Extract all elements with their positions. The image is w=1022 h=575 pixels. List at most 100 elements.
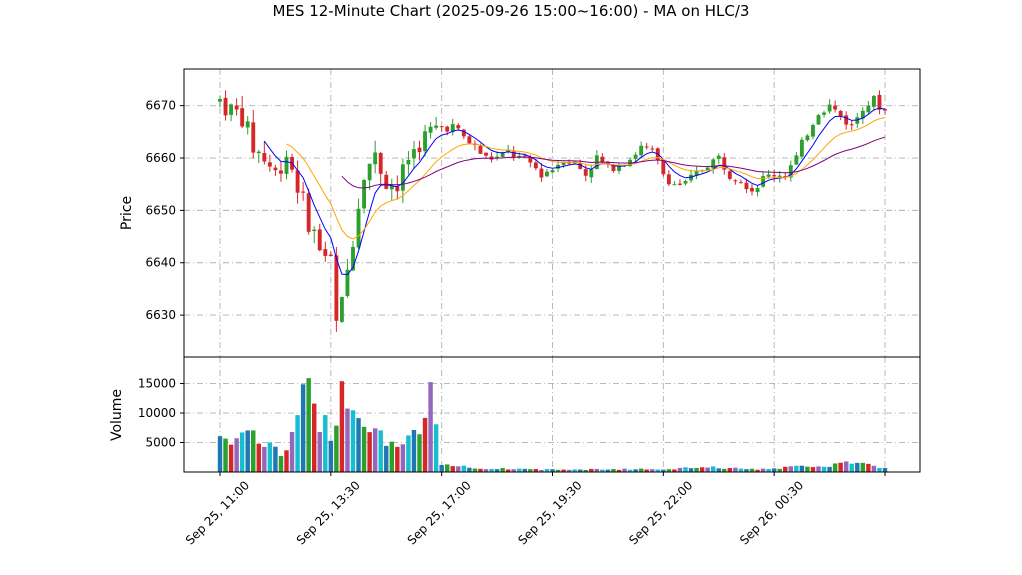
candle-body — [251, 122, 256, 153]
volume-bar — [832, 463, 838, 472]
candle-body — [295, 170, 300, 193]
volume-bar — [295, 415, 300, 472]
price-y-axis: 6630 6640 6650 6660 6670 — [145, 99, 184, 322]
candle-body — [772, 175, 777, 177]
volume-bar — [378, 430, 383, 472]
candle-body — [378, 152, 383, 174]
candle-body — [367, 163, 372, 181]
volume-grid — [184, 357, 920, 472]
volume-bar — [450, 466, 455, 472]
volume-y-axis: 5000 10000 15000 — [138, 377, 184, 450]
candle-body — [461, 129, 466, 137]
candle-body — [522, 155, 527, 157]
candle-body — [434, 125, 439, 128]
volume-bar — [239, 432, 245, 472]
candle-body — [417, 147, 422, 153]
candle-body — [750, 187, 754, 192]
candle-body — [556, 164, 560, 169]
volume-bar — [677, 467, 683, 472]
volume-bar — [561, 469, 566, 472]
candlesticks — [218, 90, 887, 332]
candle-body — [545, 171, 549, 177]
candle-body — [256, 151, 261, 154]
candle-body — [567, 162, 572, 164]
volume-bars — [217, 378, 888, 472]
volume-bar — [650, 469, 655, 472]
candle-body — [871, 96, 876, 107]
volume-bar — [522, 468, 528, 472]
price-axis-label: Price — [119, 196, 135, 230]
volume-bar — [733, 467, 738, 472]
volume-bar — [633, 469, 638, 472]
volume-bar — [644, 469, 649, 472]
volume-bar — [550, 469, 555, 472]
volume-bar — [217, 436, 223, 472]
candle-body — [351, 246, 355, 271]
volume-bar — [223, 438, 228, 472]
x-tick-label: Sep 25, 19:30 — [515, 478, 584, 547]
volume-bar — [417, 434, 422, 472]
volume-bar — [627, 469, 633, 472]
candle-body — [794, 155, 799, 165]
volume-bar — [456, 466, 461, 472]
price-grid — [184, 69, 920, 357]
volume-bar — [755, 469, 760, 472]
volume-bar — [688, 468, 694, 472]
candle-body — [683, 181, 688, 184]
volume-bar — [622, 468, 627, 472]
volume-bar — [539, 469, 544, 472]
volume-bar — [267, 442, 273, 472]
volume-bar — [694, 467, 699, 472]
candle-body — [561, 162, 566, 165]
candle-body — [395, 186, 400, 192]
volume-bar — [428, 382, 433, 472]
volume-bar — [871, 465, 877, 472]
candle-body — [234, 105, 239, 110]
candle-body — [423, 131, 427, 152]
candle-body — [345, 269, 350, 296]
volume-bar — [799, 465, 805, 472]
volume-bar — [616, 469, 622, 472]
volume-bar — [262, 446, 267, 472]
volume-bar — [777, 468, 782, 472]
candle-body — [495, 156, 500, 159]
candle-body — [284, 156, 289, 174]
volume-bar — [273, 446, 278, 472]
volume-bar — [533, 469, 539, 472]
candle-body — [456, 125, 461, 129]
volume-bar — [810, 467, 816, 472]
candle-body — [727, 171, 732, 179]
candle-body — [533, 162, 538, 169]
candle-body — [467, 136, 472, 144]
volume-panel-frame — [183, 356, 921, 473]
candle-body — [716, 155, 721, 159]
volume-bar — [661, 469, 666, 472]
candle-body — [822, 112, 826, 115]
candle-body — [678, 183, 682, 185]
candle-body — [240, 108, 245, 127]
candle-body — [844, 115, 849, 125]
volume-bar — [699, 467, 705, 472]
volume-bar — [361, 426, 367, 472]
volume-bar — [500, 468, 505, 472]
volume-bar — [339, 381, 345, 472]
volume-bar — [866, 463, 871, 472]
volume-bar — [528, 469, 533, 472]
volume-bar — [350, 410, 356, 472]
candle-body — [317, 229, 322, 251]
candle-body — [605, 161, 610, 164]
volume-bar — [760, 468, 766, 472]
candle-body — [439, 126, 444, 128]
volume-bar — [816, 466, 821, 472]
volume-bar — [766, 469, 771, 472]
candle-body — [223, 97, 228, 116]
candle-body — [279, 170, 283, 174]
price-panel-frame — [183, 68, 921, 358]
volume-bar — [483, 469, 489, 472]
candle-body — [811, 125, 815, 137]
price-tick-label: 6640 — [145, 256, 176, 270]
candle-body — [312, 229, 317, 232]
candle-body — [650, 148, 655, 150]
candle-body — [600, 156, 605, 163]
candle-body — [883, 109, 887, 111]
